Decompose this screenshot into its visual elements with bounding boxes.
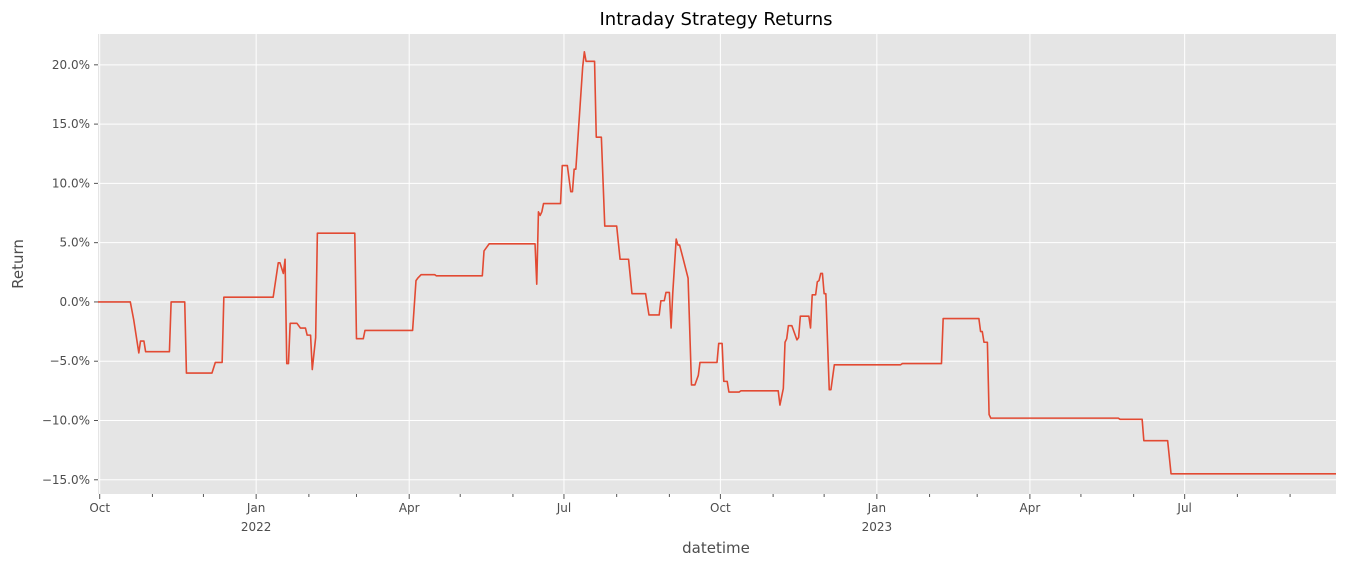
- x-tick-label: Jan: [246, 501, 266, 515]
- plot-area: [98, 34, 1336, 494]
- y-tick-label: 5.0%: [60, 236, 91, 250]
- y-tick-label: 0.0%: [60, 295, 91, 309]
- x-tick-year-label: 2022: [241, 520, 272, 534]
- y-tick-label: −5.0%: [49, 354, 90, 368]
- y-axis-label: Return: [9, 239, 27, 289]
- y-tick-label: −10.0%: [42, 413, 90, 427]
- y-tick-label: 20.0%: [52, 58, 90, 72]
- series-group: [98, 50, 1336, 475]
- returns-line: [98, 50, 1336, 475]
- axis-ticks: 20.0% 15.0% 10.0% 5.0% 0.0% −5.0% −10.0% −15.0%…: [42, 58, 1291, 534]
- x-tick-label: Apr: [1020, 501, 1041, 515]
- y-tick-label: −15.0%: [42, 473, 90, 487]
- x-axis-label: datetime: [682, 539, 750, 557]
- x-tick-label: Jul: [1176, 501, 1191, 515]
- grid-lines: [98, 34, 1336, 494]
- chart-title: Intraday Strategy Returns: [600, 9, 833, 30]
- y-tick-label: 15.0%: [52, 117, 90, 131]
- x-tick-label: Jan: [867, 501, 887, 515]
- x-tick-label: Oct: [89, 501, 110, 515]
- y-tick-label: 10.0%: [52, 176, 90, 190]
- x-tick-year-label: 2023: [862, 520, 893, 534]
- x-tick-label: Apr: [399, 501, 420, 515]
- x-tick-label: Oct: [710, 501, 731, 515]
- x-tick-label: Jul: [556, 501, 571, 515]
